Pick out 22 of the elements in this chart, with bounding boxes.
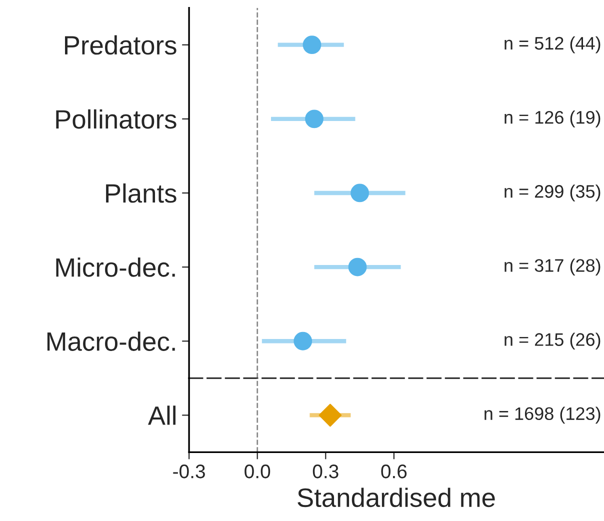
annotation: n = 126 (19) (504, 110, 600, 128)
x-tick-label: 0.6 (381, 464, 407, 478)
annotation: n = 215 (26) (504, 332, 600, 350)
annotation: n = 299 (35) (504, 184, 600, 202)
annotation: n = 1698 (123) (484, 406, 600, 424)
annotation: n = 512 (44) (504, 36, 600, 54)
x-tick-label: 0.0 (244, 464, 270, 478)
x-tick-label: -0.3 (173, 464, 205, 478)
x-tick-label: 0.3 (312, 464, 338, 478)
point (348, 258, 367, 276)
y-tick-label: Pollinators (56, 109, 176, 129)
y-tick-label: Macro-dec. (47, 332, 175, 351)
point (294, 332, 312, 350)
y-tick-label: Micro-dec. (56, 257, 175, 277)
y-tick-label: Plants (106, 183, 176, 203)
point (302, 36, 322, 54)
x-axis-title: Standardised me (298, 488, 495, 508)
point (350, 184, 369, 202)
point (305, 110, 324, 128)
y-tick-label: All (148, 406, 176, 425)
y-tick-label: Predators (65, 35, 176, 55)
annotation: n = 317 (28) (504, 258, 600, 276)
